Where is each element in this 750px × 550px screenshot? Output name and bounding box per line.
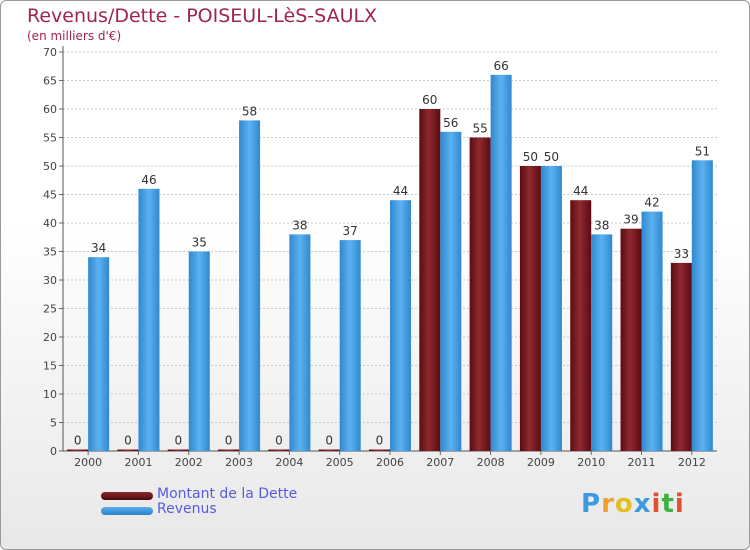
data-label-revenus: 35: [192, 236, 207, 250]
y-tick-label: 65: [43, 75, 57, 88]
x-tick-label: 2002: [175, 456, 203, 469]
legend-swatch-dette: [101, 492, 153, 500]
y-tick-label: 25: [43, 303, 57, 316]
bar-dette: [218, 449, 240, 451]
bar-revenus: [641, 211, 663, 451]
chart-title: Revenus/Dette - POISEUL-LèS-SAULX: [27, 5, 378, 27]
bar-dette: [268, 449, 290, 451]
data-label-dette: 0: [174, 434, 182, 448]
bar-revenus: [88, 257, 110, 451]
bar-dette: [318, 449, 340, 451]
legend-swatch-revenus: [101, 507, 153, 515]
x-tick-label: 2010: [577, 456, 605, 469]
data-label-dette: 0: [325, 434, 333, 448]
bar-revenus: [339, 240, 361, 451]
logo-letter: t: [661, 489, 675, 519]
proxiti-logo: Proxiti: [581, 489, 685, 519]
x-tick-label: 2004: [275, 456, 303, 469]
logo-letter: x: [633, 489, 652, 519]
bar-dette: [519, 166, 541, 451]
legend-label-revenus: Revenus: [157, 501, 217, 517]
logo-letter: P: [581, 489, 602, 519]
y-tick-label: 50: [43, 160, 57, 173]
y-tick-label: 15: [43, 360, 57, 373]
data-label-revenus: 58: [242, 104, 257, 118]
x-tick-label: 2009: [527, 456, 555, 469]
y-tick-label: 5: [50, 417, 57, 430]
x-tick-label: 2012: [678, 456, 706, 469]
logo-letter: r: [601, 489, 615, 519]
bar-revenus: [540, 166, 562, 451]
data-label-dette: 0: [275, 434, 283, 448]
data-label-dette: 39: [623, 213, 638, 227]
bar-dette: [67, 449, 89, 451]
data-label-dette: 0: [225, 434, 233, 448]
data-label-revenus: 46: [141, 173, 156, 187]
y-tick-label: 30: [43, 274, 57, 287]
data-label-dette: 0: [124, 434, 132, 448]
bar-dette: [117, 449, 139, 451]
bar-dette: [620, 228, 642, 451]
data-label-revenus: 34: [91, 241, 106, 255]
bar-revenus: [691, 160, 713, 452]
data-label-dette: 44: [573, 184, 588, 198]
logo-letter: o: [614, 489, 634, 519]
data-label-revenus: 38: [292, 218, 307, 232]
x-tick-label: 2006: [376, 456, 404, 469]
bar-revenus: [138, 188, 160, 452]
data-label-revenus: 50: [544, 150, 559, 164]
x-tick-label: 2001: [124, 456, 152, 469]
logo-letter: i: [651, 489, 662, 519]
data-label-revenus: 51: [695, 144, 710, 158]
bar-dette: [670, 262, 692, 451]
x-tick-label: 2008: [477, 456, 505, 469]
x-tick-label: 2000: [74, 456, 102, 469]
data-label-revenus: 56: [443, 116, 458, 130]
data-label-revenus: 37: [343, 224, 358, 238]
y-tick-label: 20: [43, 331, 57, 344]
chart-subtitle: (en milliers d'€): [27, 29, 122, 43]
data-label-revenus: 42: [644, 196, 659, 210]
data-label-dette: 0: [376, 434, 384, 448]
y-tick-label: 10: [43, 388, 57, 401]
bar-revenus: [390, 200, 411, 451]
bar-dette: [469, 137, 491, 451]
y-tick-label: 55: [43, 132, 57, 145]
bar-revenus: [289, 234, 311, 451]
x-tick-label: 2003: [225, 456, 253, 469]
data-label-revenus: 44: [393, 184, 408, 198]
bar-dette: [419, 109, 441, 451]
bar-revenus: [440, 131, 462, 452]
bar-revenus: [591, 234, 613, 451]
data-label-revenus: 66: [493, 59, 508, 73]
y-tick-label: 0: [50, 445, 57, 458]
legend-label-dette: Montant de la Dette: [157, 486, 298, 502]
bar-dette: [369, 449, 390, 451]
y-tick-label: 60: [43, 103, 57, 116]
y-tick-label: 40: [43, 217, 57, 230]
y-tick-label: 45: [43, 189, 57, 202]
data-label-dette: 33: [674, 247, 689, 261]
y-tick-label: 70: [43, 46, 57, 59]
bar-revenus: [188, 251, 210, 451]
data-label-dette: 50: [523, 150, 538, 164]
data-label-dette: 0: [74, 434, 82, 448]
x-tick-label: 2005: [326, 456, 354, 469]
logo-letter: i: [674, 489, 685, 519]
data-label-dette: 60: [422, 93, 437, 107]
data-label-dette: 55: [472, 122, 487, 136]
bar-dette: [167, 449, 189, 451]
bar-dette: [570, 200, 592, 451]
y-tick-label: 35: [43, 246, 57, 259]
x-tick-label: 2011: [628, 456, 656, 469]
x-tick-label: 2007: [426, 456, 454, 469]
data-label-revenus: 38: [594, 218, 609, 232]
bar-revenus: [490, 74, 512, 452]
bar-revenus: [239, 120, 261, 452]
